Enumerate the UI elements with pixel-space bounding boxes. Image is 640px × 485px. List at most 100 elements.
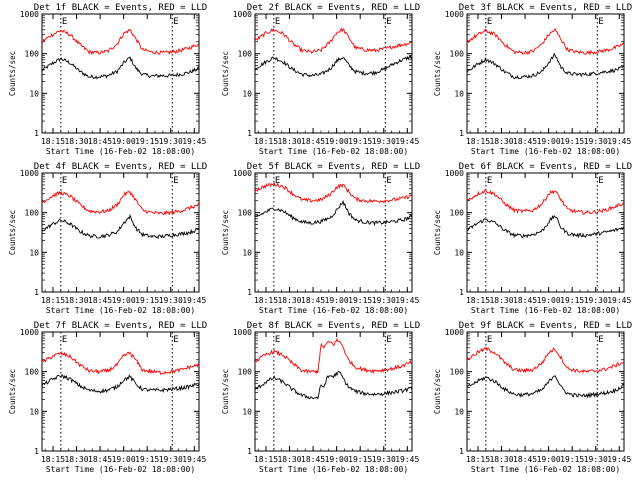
marker-label: E [62, 176, 67, 186]
x-tick-label: 19:15 [135, 137, 159, 146]
y-tick-label: 1000 [20, 169, 39, 178]
x-tick-label: 18:30 [64, 296, 88, 305]
marker-label: E [598, 335, 603, 345]
x-axis-label: Start Time (16-Feb-02 18:08:00) [46, 147, 195, 156]
x-tick-label: 18:30 [277, 137, 301, 146]
plot-frame [254, 13, 413, 134]
x-tick-label: 18:15 [41, 455, 65, 464]
y-tick-label: 100 [25, 368, 40, 377]
x-tick-label: 19:15 [560, 455, 584, 464]
marker-label: E [598, 176, 603, 186]
x-tick-label: 19:15 [348, 296, 372, 305]
marker-label: E [598, 17, 603, 27]
x-tick-label: 19:00 [537, 455, 561, 464]
y-tick-label: 1 [34, 288, 39, 297]
marker-label: E [173, 335, 178, 345]
plot-frame [254, 172, 413, 293]
x-tick-label: 19:30 [584, 137, 608, 146]
y-axis-label: Counts/sec [8, 51, 17, 96]
events-series-line [41, 373, 200, 394]
x-tick-label: 18:30 [277, 296, 301, 305]
x-tick-label: 18:45 [301, 296, 325, 305]
x-tick-label: 19:30 [159, 137, 183, 146]
x-tick-label: 19:00 [325, 455, 349, 464]
x-tick-label: 19:15 [348, 137, 372, 146]
x-tick-label: 18:45 [513, 137, 537, 146]
x-tick-label: 18:15 [41, 137, 65, 146]
x-tick-label: 18:30 [489, 455, 513, 464]
detector-panel-6: Det 6f BLACK = Events, RED = LLD 1 10 100 10… [433, 162, 632, 315]
events-series-line [466, 52, 625, 80]
x-tick-label: 19:45 [395, 296, 419, 305]
events-series-line [254, 55, 413, 78]
y-tick-label: 1 [247, 447, 252, 456]
panel-title: Det 8f BLACK = Events, RED = LLD [247, 321, 420, 331]
x-tick-label: 19:30 [584, 455, 608, 464]
x-tick-label: 18:15 [254, 296, 278, 305]
y-tick-label: 10 [242, 407, 252, 416]
x-tick-label: 19:30 [372, 137, 396, 146]
detector-panel-5: Det 5f BLACK = Events, RED = LLD 1 10 100 10… [221, 162, 420, 315]
x-tick-label: 18:45 [88, 296, 112, 305]
y-tick-label: 1000 [233, 10, 252, 19]
x-tick-label: 19:30 [159, 455, 183, 464]
y-tick-label: 1 [459, 447, 464, 456]
y-tick-label: 1000 [233, 169, 252, 178]
x-axis-label: Start Time (16-Feb-02 18:08:00) [259, 147, 408, 156]
detector-panel-3: Det 3f BLACK = Events, RED = LLD 1 10 100 10… [433, 3, 632, 156]
events-series-line [466, 375, 625, 399]
detector-panel-9: Det 9f BLACK = Events, RED = LLD 1 10 100 10… [433, 321, 632, 474]
plot-frame [466, 172, 625, 293]
marker-label: E [487, 335, 492, 345]
x-tick-label: 18:15 [466, 455, 490, 464]
y-tick-label: 100 [450, 368, 465, 377]
x-tick-label: 18:15 [254, 137, 278, 146]
x-tick-label: 18:15 [254, 455, 278, 464]
y-tick-label: 1000 [445, 328, 464, 337]
x-tick-label: 19:30 [372, 296, 396, 305]
y-tick-label: 1000 [20, 328, 39, 337]
plot-frame [254, 331, 413, 452]
y-tick-label: 1 [247, 129, 252, 138]
x-tick-label: 18:45 [88, 455, 112, 464]
x-tick-label: 18:15 [466, 137, 490, 146]
y-tick-label: 1000 [233, 328, 252, 337]
detector-panel-7: Det 7f BLACK = Events, RED = LLD 1 10 100 10… [8, 321, 207, 474]
x-tick-label: 18:45 [301, 455, 325, 464]
x-tick-label: 18:45 [513, 296, 537, 305]
x-tick-label: 18:30 [64, 137, 88, 146]
x-tick-label: 18:45 [301, 137, 325, 146]
marker-label: E [173, 17, 178, 27]
detector-panel-2: Det 2f BLACK = Events, RED = LLD 1 10 100 10… [221, 3, 420, 156]
x-tick-label: 19:30 [584, 296, 608, 305]
y-axis-label: Counts/sec [221, 210, 230, 255]
plot-frame [41, 331, 200, 452]
y-tick-label: 10 [29, 89, 39, 98]
x-tick-label: 19:30 [159, 296, 183, 305]
y-axis-label: Counts/sec [8, 210, 17, 255]
panel-title: Det 5f BLACK = Events, RED = LLD [247, 162, 420, 172]
y-tick-label: 10 [454, 407, 464, 416]
marker-label: E [386, 335, 391, 345]
x-tick-label: 19:15 [348, 455, 372, 464]
y-axis-label: Counts/sec [221, 369, 230, 414]
x-tick-label: 19:15 [135, 296, 159, 305]
x-axis-label: Start Time (16-Feb-02 18:08:00) [471, 306, 620, 315]
x-tick-label: 19:00 [537, 137, 561, 146]
marker-label: E [62, 335, 67, 345]
x-tick-label: 19:00 [112, 137, 136, 146]
marker-label: E [62, 17, 67, 27]
y-tick-label: 100 [238, 50, 253, 59]
y-axis-label: Counts/sec [221, 51, 230, 96]
marker-label: E [487, 176, 492, 186]
y-tick-label: 1000 [20, 10, 39, 19]
y-tick-label: 10 [454, 248, 464, 257]
plot-frame [466, 13, 625, 134]
x-tick-label: 19:45 [607, 296, 631, 305]
y-tick-label: 1 [459, 129, 464, 138]
y-tick-label: 10 [29, 407, 39, 416]
lld-series-line [41, 28, 200, 56]
y-tick-label: 10 [242, 89, 252, 98]
x-tick-label: 19:45 [182, 137, 206, 146]
